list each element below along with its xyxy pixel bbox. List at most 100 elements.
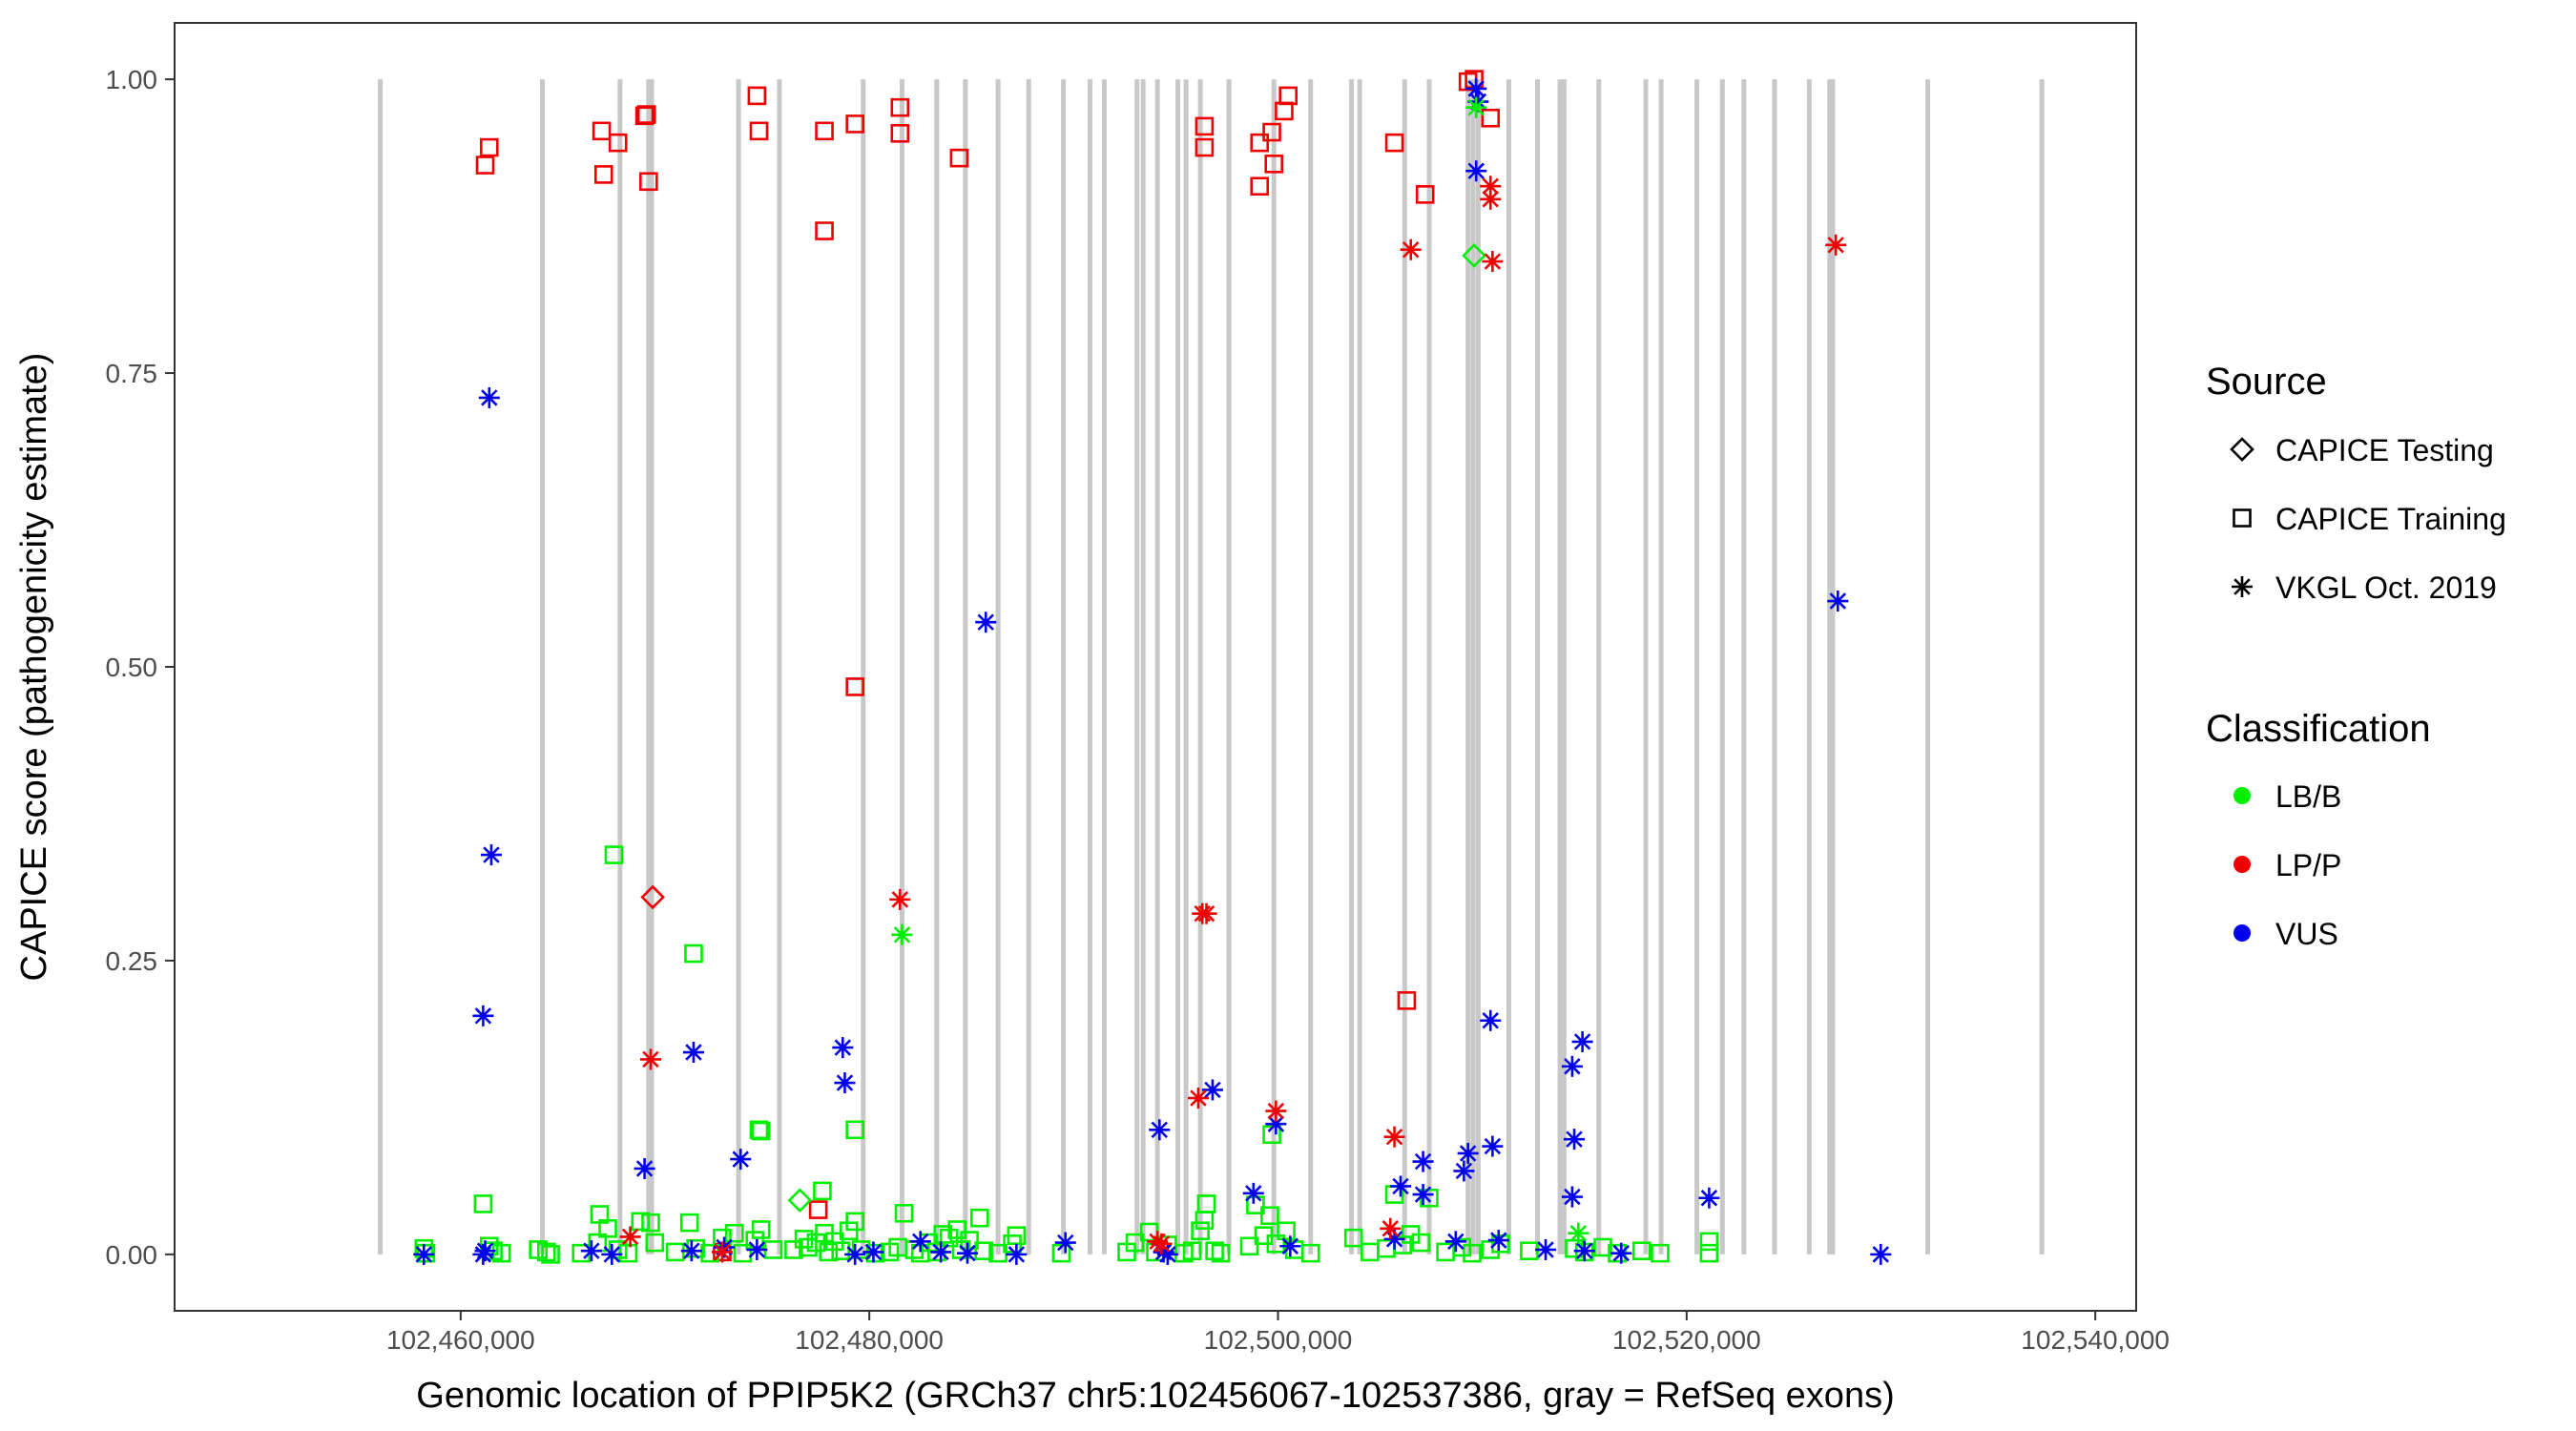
- legend-item-lpp: LP/P: [2233, 848, 2341, 882]
- x-tick-label: 102,460,000: [386, 1325, 535, 1355]
- data-point: [956, 1242, 978, 1264]
- data-point: [862, 1241, 884, 1263]
- legend-item-lbb: LB/B: [2233, 779, 2341, 814]
- legend-label-vus: VUS: [2275, 917, 2338, 951]
- legend-source-title: Source: [2206, 361, 2327, 403]
- data-point: [733, 1243, 753, 1263]
- data-point: [890, 123, 910, 143]
- legend-classification: Classification LB/B LP/P VUS: [2206, 708, 2431, 951]
- data-point: [1825, 234, 1847, 256]
- data-point: [1631, 1241, 1652, 1260]
- data-point: [1277, 1221, 1296, 1241]
- data-point: [1275, 101, 1294, 121]
- data-point: [541, 1245, 560, 1264]
- legend-key-asterisk: [2232, 576, 2253, 597]
- y-tick-label: 0.50: [106, 653, 158, 682]
- legend-key-shape: [2233, 508, 2252, 528]
- data-point: [746, 1238, 768, 1260]
- data-point: [930, 1241, 952, 1263]
- data-point: [473, 1194, 493, 1213]
- legend-key-shape: [2232, 576, 2253, 597]
- data-point: [974, 1241, 993, 1260]
- data-point: [1412, 1184, 1434, 1206]
- data-point: [1250, 133, 1270, 153]
- data-point: [1651, 1243, 1670, 1263]
- data-point: [1054, 1232, 1076, 1254]
- data-point: [711, 1241, 733, 1263]
- data-point: [1462, 243, 1486, 268]
- data-point: [1007, 1226, 1027, 1245]
- data-point: [1568, 1222, 1589, 1244]
- data-point: [1561, 1055, 1583, 1077]
- legend-source: Source CAPICE Testing CAPICE Training VK…: [2206, 361, 2506, 605]
- data-point: [894, 1203, 914, 1223]
- legend-item-capice-training: CAPICE Training: [2233, 502, 2506, 536]
- data-point: [1827, 591, 1849, 612]
- x-tick-label: 102,540,000: [2021, 1325, 2170, 1355]
- data-point: [679, 1213, 699, 1233]
- data-point: [680, 1240, 702, 1262]
- data-point: [1480, 1009, 1502, 1031]
- data-point: [536, 1242, 556, 1262]
- data-point: [472, 1243, 494, 1265]
- data-point: [787, 1188, 813, 1213]
- data-point: [1390, 1175, 1411, 1197]
- data-point: [725, 1223, 744, 1243]
- data-point: [1151, 1233, 1173, 1255]
- data-point: [1262, 122, 1281, 142]
- data-point: [1520, 1241, 1539, 1260]
- data-point: [1415, 185, 1435, 204]
- data-point: [1571, 1030, 1593, 1052]
- legend-label-capice-training: CAPICE Training: [2275, 502, 2506, 536]
- legend-label-capice-testing: CAPICE Testing: [2275, 433, 2494, 467]
- data-point: [1482, 1135, 1504, 1157]
- data-point: [1593, 1237, 1612, 1257]
- data-point: [947, 1220, 967, 1239]
- data-point: [604, 845, 624, 864]
- data-point: [815, 121, 834, 141]
- data-point: [472, 1005, 494, 1027]
- data-point: [1573, 1240, 1595, 1262]
- data-point: [645, 1233, 665, 1253]
- data-point: [682, 1042, 704, 1064]
- data-point: [665, 1242, 685, 1262]
- legend-key-diamond: [2230, 437, 2254, 462]
- data-point: [1250, 176, 1270, 197]
- data-point: [1239, 1236, 1259, 1256]
- data-point: [631, 1212, 651, 1232]
- legend-classification-title: Classification: [2206, 708, 2431, 750]
- data-point: [808, 1200, 828, 1219]
- data-point: [889, 888, 911, 910]
- legend-key-shape: [2230, 437, 2254, 462]
- data-point: [684, 944, 703, 964]
- data-point: [839, 1221, 859, 1241]
- x-tick-label: 102,500,000: [1204, 1325, 1353, 1355]
- data-point: [1481, 108, 1501, 128]
- data-point: [949, 148, 969, 168]
- data-point: [1699, 1232, 1719, 1252]
- data-point: [890, 97, 910, 117]
- data-point: [480, 137, 499, 157]
- data-point: [819, 1242, 839, 1262]
- data-point: [749, 121, 769, 141]
- data-point: [813, 1181, 832, 1201]
- y-tick-label: 0.25: [106, 946, 158, 976]
- data-point: [478, 386, 500, 408]
- data-point: [1491, 1234, 1510, 1254]
- data-point: [1480, 188, 1502, 210]
- data-point: [1412, 1151, 1434, 1172]
- data-point: [1463, 1243, 1482, 1263]
- data-point: [845, 677, 864, 696]
- data-point: [1361, 1242, 1380, 1262]
- data-point: [845, 1120, 864, 1140]
- data-point: [851, 1240, 871, 1259]
- legend-dot-lpp: [2233, 856, 2251, 873]
- x-tick-label: 102,520,000: [1612, 1325, 1761, 1355]
- x-axis-title: Genomic location of PPIP5K2 (GRCh37 chr5…: [416, 1376, 1894, 1416]
- data-point: [933, 1225, 953, 1244]
- data-point: [619, 1226, 641, 1248]
- legend-label-lpp: LP/P: [2275, 848, 2341, 882]
- data-point: [1465, 96, 1487, 118]
- data-point: [1384, 133, 1404, 153]
